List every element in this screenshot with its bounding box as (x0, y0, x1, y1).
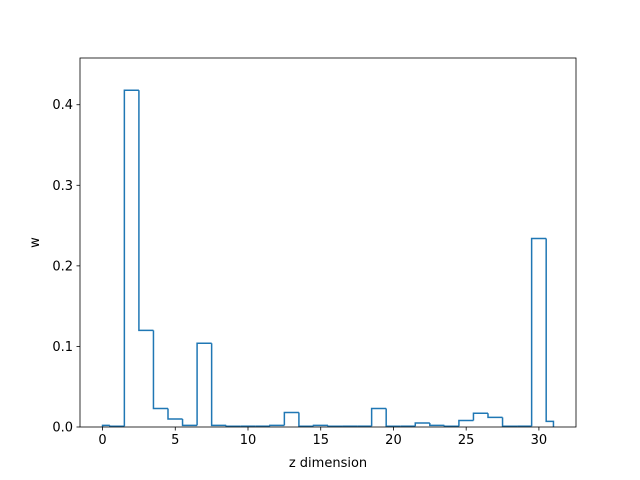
plot-area-frame (79, 57, 577, 428)
histogram-bin-27 (487, 413, 503, 419)
histogram-bin-0 (101, 424, 110, 427)
x-axis-ticks: 0 5 10 15 20 25 30 (98, 427, 547, 448)
histogram-bin-22 (414, 422, 430, 427)
histogram-bin-12 (269, 424, 285, 427)
histogram-bin-16 (327, 425, 343, 427)
y-axis-ticks: 0.0 0.1 0.2 0.3 0.4 (52, 98, 80, 436)
x-tick-label: 20 (385, 433, 402, 448)
y-tick-label: 0.0 (52, 421, 73, 436)
histogram-marks (101, 89, 555, 427)
histogram-bin-4 (152, 330, 168, 410)
y-tick-label: 0.2 (52, 259, 73, 274)
histogram-bin-20 (385, 408, 401, 427)
histogram-bin-6 (181, 418, 198, 427)
histogram-bin-7 (196, 342, 212, 426)
histogram-bin-1 (109, 425, 125, 427)
histogram-bin-23 (429, 422, 445, 427)
x-axis-label: z dimension (289, 456, 367, 471)
y-axis-label: w (28, 237, 43, 248)
x-tick-label: 25 (458, 433, 475, 448)
histogram-bin-2 (123, 89, 139, 427)
histogram-bin-13 (283, 411, 299, 426)
histogram-bin-15 (312, 424, 328, 427)
histogram-bin-19 (370, 407, 387, 427)
histogram-bin-3 (138, 90, 154, 332)
y-tick-label: 0.4 (52, 98, 73, 113)
histogram-bin-28 (501, 417, 518, 427)
histogram-bin-31 (545, 238, 555, 427)
histogram-bin-9 (225, 425, 241, 427)
x-tick-label: 0 (98, 433, 106, 448)
x-tick-label: 30 (531, 433, 548, 448)
histogram-bin-24 (443, 425, 459, 427)
histogram-bin-5 (167, 408, 183, 420)
x-tick-label: 5 (171, 433, 179, 448)
histogram-bin-14 (298, 412, 314, 427)
y-tick-label: 0.3 (52, 179, 73, 194)
histogram-bin-26 (472, 412, 488, 421)
histogram-bin-8 (210, 343, 227, 427)
histogram-bin-30 (530, 237, 547, 427)
x-tick-label: 15 (312, 433, 329, 448)
x-tick-label: 10 (240, 433, 257, 448)
y-tick-label: 0.1 (52, 340, 73, 355)
histogram-bin-25 (458, 419, 474, 427)
